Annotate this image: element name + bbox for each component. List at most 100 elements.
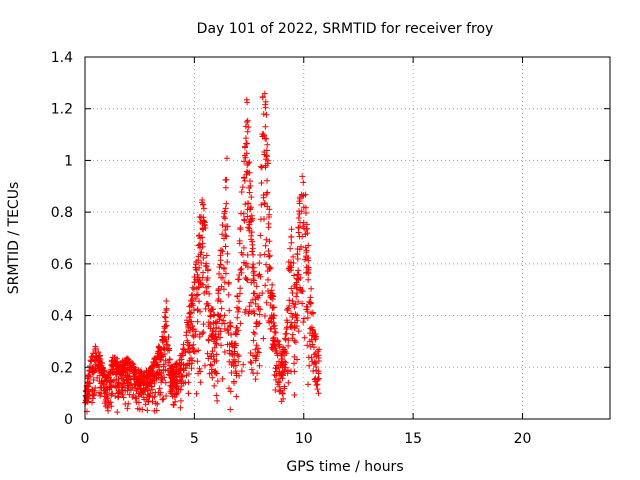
data-point bbox=[163, 338, 170, 345]
data-point bbox=[245, 160, 252, 167]
data-point bbox=[257, 251, 264, 258]
data-point bbox=[315, 368, 322, 375]
data-point bbox=[289, 331, 296, 338]
data-point bbox=[301, 334, 308, 341]
data-point bbox=[161, 345, 168, 352]
data-point bbox=[237, 224, 244, 231]
data-point bbox=[187, 318, 194, 325]
data-point bbox=[278, 360, 285, 367]
data-point bbox=[165, 333, 172, 340]
data-point bbox=[232, 362, 239, 369]
data-point bbox=[171, 377, 178, 384]
data-point bbox=[244, 169, 251, 176]
data-point bbox=[248, 359, 255, 366]
data-point bbox=[281, 383, 288, 390]
data-point bbox=[260, 111, 267, 118]
data-point bbox=[233, 331, 240, 338]
data-point bbox=[227, 406, 234, 413]
data-point bbox=[294, 250, 301, 257]
y-tick-label: 0.2 bbox=[51, 360, 73, 376]
data-point bbox=[85, 387, 92, 394]
data-point bbox=[305, 276, 312, 283]
data-point bbox=[196, 365, 203, 372]
data-point bbox=[234, 324, 241, 331]
data-point bbox=[241, 309, 248, 316]
data-point bbox=[255, 305, 262, 312]
data-point bbox=[218, 305, 225, 312]
data-point bbox=[248, 236, 255, 243]
data-point bbox=[219, 248, 226, 255]
data-point bbox=[259, 94, 266, 101]
data-point bbox=[288, 310, 295, 317]
data-point bbox=[210, 325, 217, 332]
data-point bbox=[218, 342, 225, 349]
data-point bbox=[242, 154, 249, 161]
data-point bbox=[105, 407, 112, 414]
data-point bbox=[287, 245, 294, 252]
data-point bbox=[194, 291, 201, 298]
data-point bbox=[147, 372, 154, 379]
data-point bbox=[291, 353, 298, 360]
data-point bbox=[185, 379, 192, 386]
data-point bbox=[189, 284, 196, 291]
data-point bbox=[265, 224, 272, 231]
data-point bbox=[262, 242, 269, 249]
data-point bbox=[226, 341, 233, 348]
data-point bbox=[298, 208, 305, 215]
data-point bbox=[205, 337, 212, 344]
data-point bbox=[125, 373, 132, 380]
data-point bbox=[106, 386, 113, 393]
data-point bbox=[248, 366, 255, 373]
data-point bbox=[222, 243, 229, 250]
data-point bbox=[211, 338, 218, 345]
data-point bbox=[250, 272, 257, 279]
data-point bbox=[152, 400, 159, 407]
data-point bbox=[281, 352, 288, 359]
data-point bbox=[241, 174, 248, 181]
data-point bbox=[185, 321, 192, 328]
data-point bbox=[253, 283, 260, 290]
data-point bbox=[197, 251, 204, 258]
data-point bbox=[105, 399, 112, 406]
data-point bbox=[246, 184, 253, 191]
data-point bbox=[248, 229, 255, 236]
data-point bbox=[190, 302, 197, 309]
y-axis-label: SRMTID / TECUs bbox=[6, 182, 22, 295]
data-point bbox=[207, 308, 214, 315]
data-point bbox=[233, 393, 240, 400]
data-point bbox=[307, 330, 314, 337]
data-point bbox=[176, 367, 183, 374]
data-point bbox=[115, 387, 122, 394]
data-point bbox=[257, 273, 264, 280]
data-point bbox=[293, 293, 300, 300]
data-point bbox=[154, 350, 161, 357]
data-point bbox=[160, 344, 167, 351]
data-point bbox=[266, 211, 273, 218]
data-point bbox=[260, 192, 267, 199]
data-point bbox=[195, 347, 202, 354]
data-point bbox=[309, 326, 316, 333]
data-point bbox=[177, 404, 184, 411]
data-point bbox=[207, 361, 214, 368]
data-point bbox=[198, 259, 205, 266]
data-point bbox=[248, 204, 255, 211]
data-point bbox=[237, 266, 244, 273]
data-point bbox=[242, 135, 249, 142]
data-point bbox=[246, 303, 253, 310]
data-point bbox=[235, 305, 242, 312]
data-point bbox=[290, 253, 297, 260]
data-point bbox=[114, 409, 121, 416]
data-point bbox=[265, 253, 272, 260]
data-point bbox=[296, 200, 303, 207]
data-point bbox=[201, 362, 208, 369]
data-point bbox=[261, 90, 268, 97]
data-point bbox=[96, 377, 103, 384]
data-point bbox=[193, 292, 200, 299]
data-point bbox=[209, 374, 216, 381]
data-point bbox=[217, 252, 224, 259]
data-point bbox=[172, 398, 179, 405]
data-point bbox=[271, 338, 278, 345]
data-point bbox=[306, 362, 313, 369]
data-point bbox=[223, 155, 230, 162]
data-point bbox=[300, 192, 307, 199]
